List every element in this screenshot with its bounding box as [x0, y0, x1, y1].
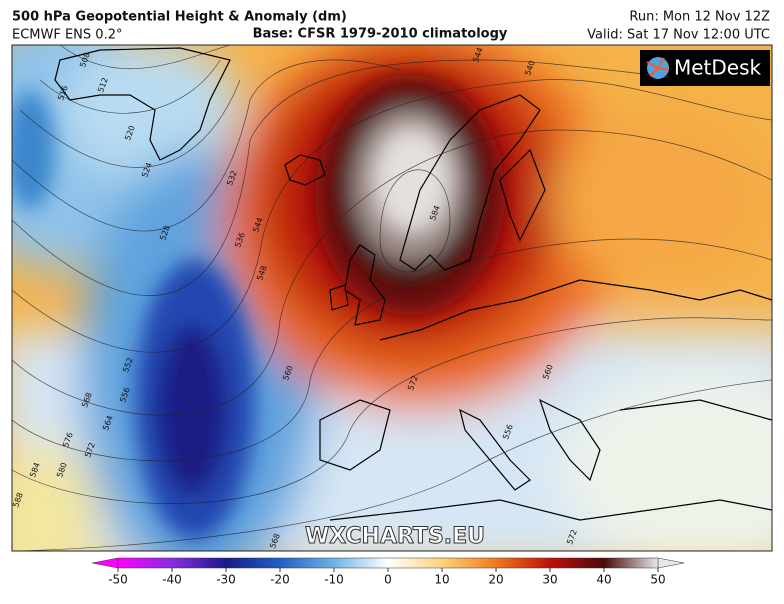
colorbar-bar [117, 557, 659, 569]
colorbar: -50 -40 -30 -20 -10 0 10 20 30 40 50 [91, 557, 685, 587]
colorbar-tick-label: -40 [162, 573, 182, 587]
title: 500 hPa Geopotential Height & Anomaly (d… [12, 10, 347, 25]
colorbar-tick-label: 50 [650, 573, 665, 587]
colorbar-tick-label: 0 [384, 573, 392, 587]
isohypses [12, 45, 772, 551]
colorbar-tick-label: -20 [270, 573, 290, 587]
run: Run: Mon 12 Nov 12Z [629, 10, 770, 25]
map-frame [11, 44, 773, 552]
colorbar-tick-label: -30 [216, 573, 236, 587]
coastlines [54, 47, 772, 521]
colorbar-tick-label: 20 [488, 573, 503, 587]
logo-icon-rays [646, 57, 670, 77]
watermark: WXCHARTS.EU [305, 524, 485, 549]
base: Base: CFSR 1979-2010 climatology [253, 27, 508, 42]
colorbar-tick-label: -50 [108, 573, 128, 587]
colorbar-tick-label: 10 [434, 573, 449, 587]
colorbar-tick-label: 30 [542, 573, 557, 587]
colorbar-right-arrow [657, 557, 685, 569]
colorbar-tick-label: -10 [324, 573, 344, 587]
model: ECMWF ENS 0.2° [12, 28, 122, 43]
colorbar-left-arrow [91, 557, 119, 569]
valid: Valid: Sat 17 Nov 12:00 UTC [587, 28, 770, 43]
colorbar-tick-label: 40 [596, 573, 611, 587]
logo: MetDesk [674, 56, 762, 80]
